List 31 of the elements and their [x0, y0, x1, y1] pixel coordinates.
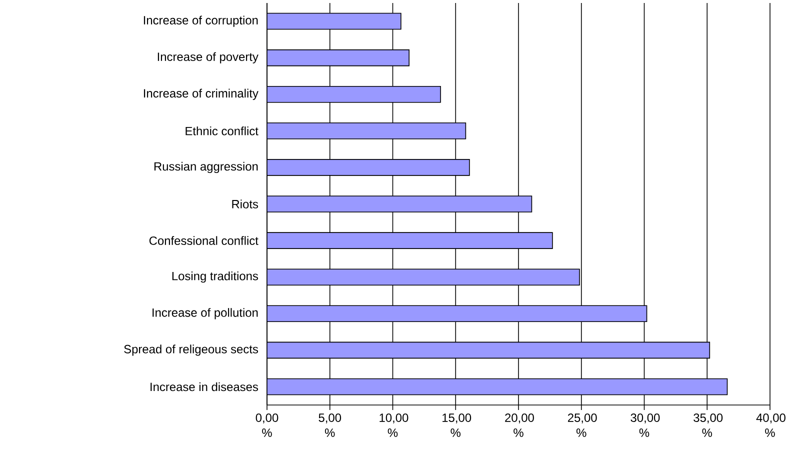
x-tick-label: 15,00 %: [442, 414, 472, 437]
y-tick-label: Spread of religeous sects: [124, 344, 258, 356]
bar: [267, 378, 728, 396]
y-tick-label: Losing traditions: [172, 272, 258, 283]
bar: [267, 268, 580, 286]
x-tick-label: 30,00 %: [630, 414, 660, 437]
bar: [267, 342, 710, 359]
bar: [267, 305, 648, 322]
y-tick-label: Increase of criminality: [144, 88, 258, 100]
y-tick-label: Russian aggression: [154, 162, 258, 174]
y-tick-label: Riots: [232, 200, 258, 208]
bar: [267, 232, 553, 249]
x-tick-label: 25,00 %: [568, 414, 597, 437]
x-tick-label: 10,00 %: [380, 414, 408, 437]
y-tick-label: Confessional conflict: [149, 236, 258, 245]
y-tick-label: Increase of pollution: [152, 308, 258, 320]
bar: [267, 159, 470, 176]
x-tick-label: 40,00 %: [756, 414, 786, 437]
y-tick-label: Ethnic conflict: [186, 126, 258, 136]
x-tick-label: 5,00 %: [318, 414, 342, 437]
x-tick-label: 0,00 %: [256, 414, 278, 437]
bar: [267, 49, 410, 66]
x-tick-label: 20,00 %: [505, 414, 534, 437]
bar: [267, 196, 532, 212]
x-tick-label: 35,00 %: [694, 414, 723, 437]
bar: [267, 12, 402, 30]
y-tick-label: Increase of corruption: [144, 16, 258, 27]
bar: [267, 122, 466, 140]
bar: [267, 86, 441, 103]
y-tick-label: Increase in diseases: [150, 382, 258, 392]
y-tick-label: Increase of poverty: [158, 52, 258, 64]
